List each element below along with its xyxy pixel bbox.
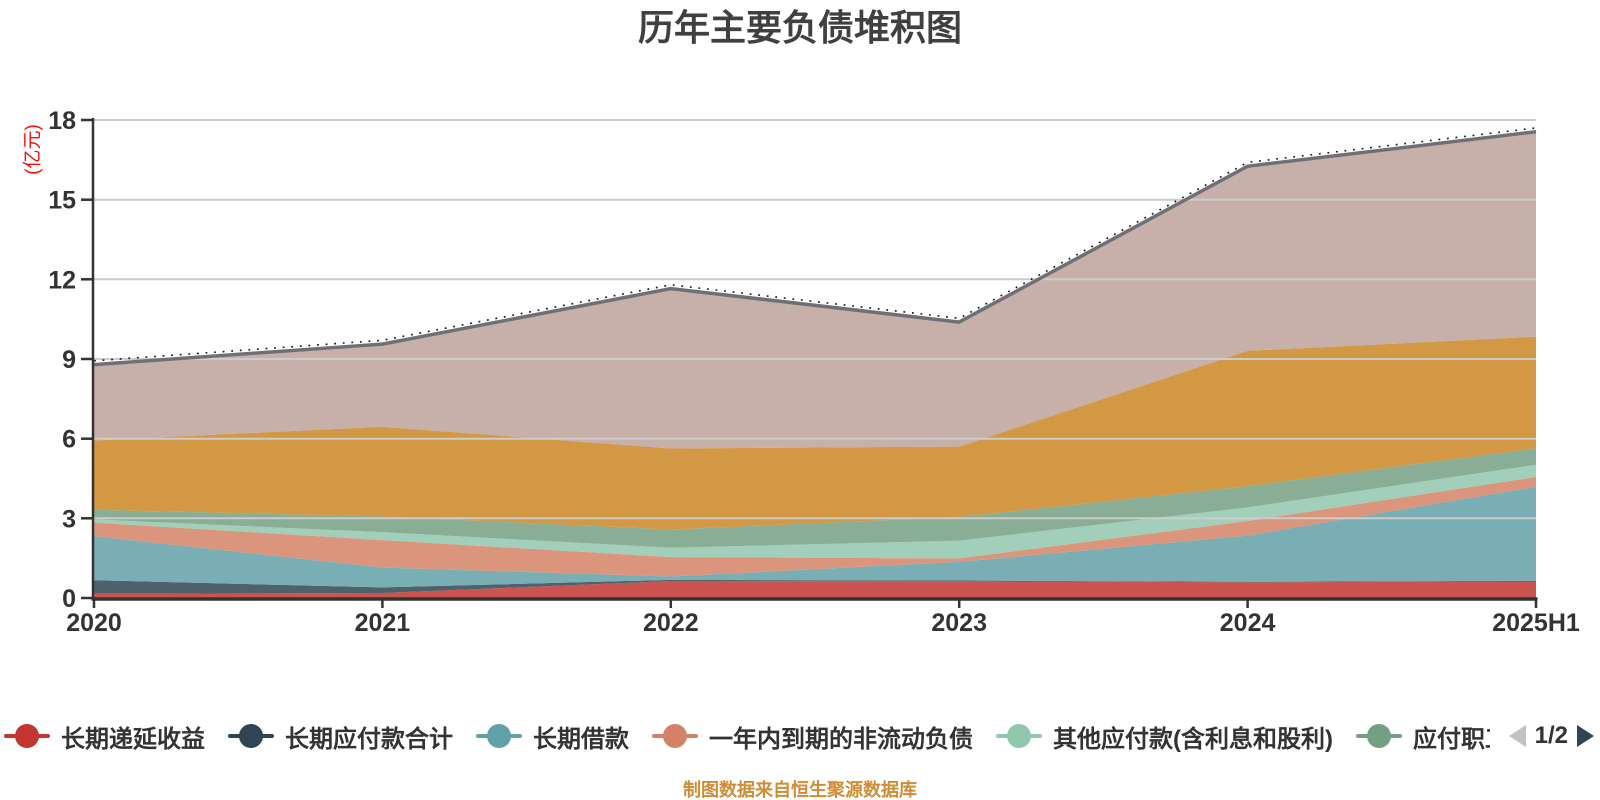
legend-item-1[interactable]: 长期递延收益 xyxy=(4,719,205,754)
area-series-3 xyxy=(94,486,1536,588)
x-tick-label-2023: 2023 xyxy=(931,609,987,637)
y-tick-label-0: 0 xyxy=(62,585,76,613)
total-line xyxy=(93,129,1537,367)
legend-line-marker-icon xyxy=(996,723,1042,749)
y-tick-label-9: 9 xyxy=(62,346,76,374)
y-tick-label-18: 18 xyxy=(48,107,76,135)
legend-item-label: 长期递延收益 xyxy=(61,725,205,753)
y-tick-label-6: 6 xyxy=(62,426,76,454)
x-tick-label-2020: 2020 xyxy=(66,609,122,637)
legend: 长期递延收益 长期应付款合计 长期借款 一年内到期的非流动负债 其他应付款(含利息和股利… xyxy=(4,716,1490,756)
y-tick-label-15: 15 xyxy=(48,187,76,215)
legend-item-3[interactable]: 长期借款 xyxy=(476,719,629,754)
legend-item-6[interactable]: 应付职工薪酬 xyxy=(1355,719,1490,754)
data-source-note: 制图数据来自恒生聚源数据库 xyxy=(683,780,917,800)
legend-item-label: 其他应付款(含利息和股利) xyxy=(1053,725,1333,753)
total-line-dotted xyxy=(93,127,1537,362)
area-series-1 xyxy=(94,581,1536,598)
legend-line-marker-icon xyxy=(4,723,50,749)
area-series-8 xyxy=(94,133,1536,449)
y-tick-label-12: 12 xyxy=(48,266,76,294)
x-tick-label-2021: 2021 xyxy=(355,609,411,637)
legend-item-2[interactable]: 长期应付款合计 xyxy=(228,719,453,754)
area-series-4 xyxy=(94,476,1536,577)
area-series-6 xyxy=(94,448,1536,548)
legend-line-marker-icon xyxy=(652,723,698,749)
legend-next-page-icon[interactable] xyxy=(1577,725,1594,747)
x-tick-label-2022: 2022 xyxy=(643,609,699,637)
legend-item-5[interactable]: 其他应付款(含利息和股利) xyxy=(996,719,1333,754)
area-series-2 xyxy=(94,579,1536,594)
x-tick-label-2025H1: 2025H1 xyxy=(1492,609,1580,637)
legend-item-label: 一年内到期的非流动负债 xyxy=(709,725,973,753)
area-series-5 xyxy=(94,464,1536,559)
legend-prev-page-icon[interactable] xyxy=(1508,725,1526,747)
legend-page-indicator: 1/2 xyxy=(1534,722,1568,749)
legend-pager: 1/2 xyxy=(1508,716,1594,756)
legend-line-marker-icon xyxy=(476,723,522,749)
x-tick-label-2024: 2024 xyxy=(1220,609,1276,637)
legend-line-marker-icon xyxy=(228,723,274,749)
y-axis-unit-label: (亿元) xyxy=(22,124,44,175)
area-series-7 xyxy=(94,336,1536,530)
legend-item-label: 长期借款 xyxy=(533,725,629,753)
legend-item-4[interactable]: 一年内到期的非流动负债 xyxy=(652,719,973,754)
legend-item-label: 长期应付款合计 xyxy=(285,725,453,753)
legend-item-label: 应付职工薪酬 xyxy=(1412,725,1490,753)
legend-line-marker-icon xyxy=(1355,723,1402,749)
chart-title: 历年主要负债堆积图 xyxy=(637,7,962,48)
y-tick-label-3: 3 xyxy=(62,505,76,533)
